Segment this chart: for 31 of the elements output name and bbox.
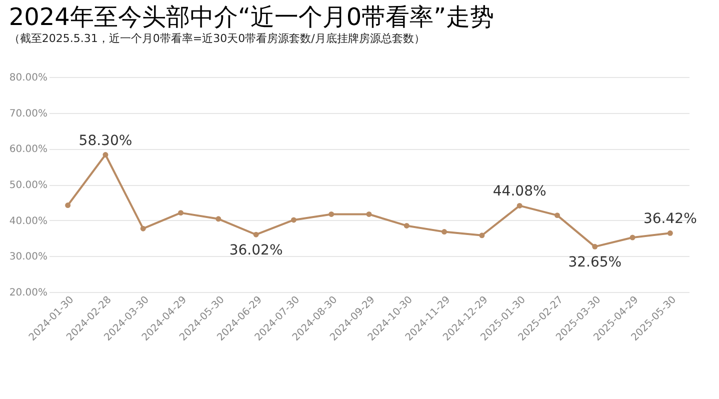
point: [592, 244, 598, 250]
point: [216, 216, 222, 222]
point: [253, 232, 259, 238]
point: [366, 212, 372, 217]
point: [178, 210, 184, 216]
y-tick-label: 60.00%: [9, 144, 48, 156]
data-label: 32.65%: [568, 254, 622, 271]
data-label: 36.42%: [643, 211, 697, 228]
data-label: 44.08%: [492, 184, 546, 200]
point: [328, 212, 334, 217]
point: [554, 212, 560, 218]
y-tick-label: 50.00%: [9, 180, 48, 191]
point: [667, 230, 673, 236]
point: [404, 222, 410, 228]
y-tick-label: 20.00%: [9, 288, 48, 298]
y-tick-label: 30.00%: [9, 252, 48, 263]
chart-title: 2024年至今头部中介“近一个月0带看率”走势: [8, 3, 494, 31]
point: [290, 217, 296, 223]
point: [630, 234, 636, 240]
point: [442, 229, 448, 235]
y-tick-label: 40.00%: [9, 216, 48, 227]
point: [516, 202, 522, 208]
point: [102, 152, 108, 158]
y-tick-label: 70.00%: [9, 108, 48, 120]
point: [140, 226, 146, 232]
data-label: 36.02%: [229, 242, 283, 259]
point: [65, 202, 71, 208]
chart-subtitle: （截至2025.5.31，近一个月0带看率=近30天0带看房源套数/月底挂牌房源总套数）: [8, 32, 425, 45]
data-label: 58.30%: [78, 132, 132, 149]
y-tick-label: 80.00%: [9, 72, 48, 84]
point: [479, 232, 485, 238]
